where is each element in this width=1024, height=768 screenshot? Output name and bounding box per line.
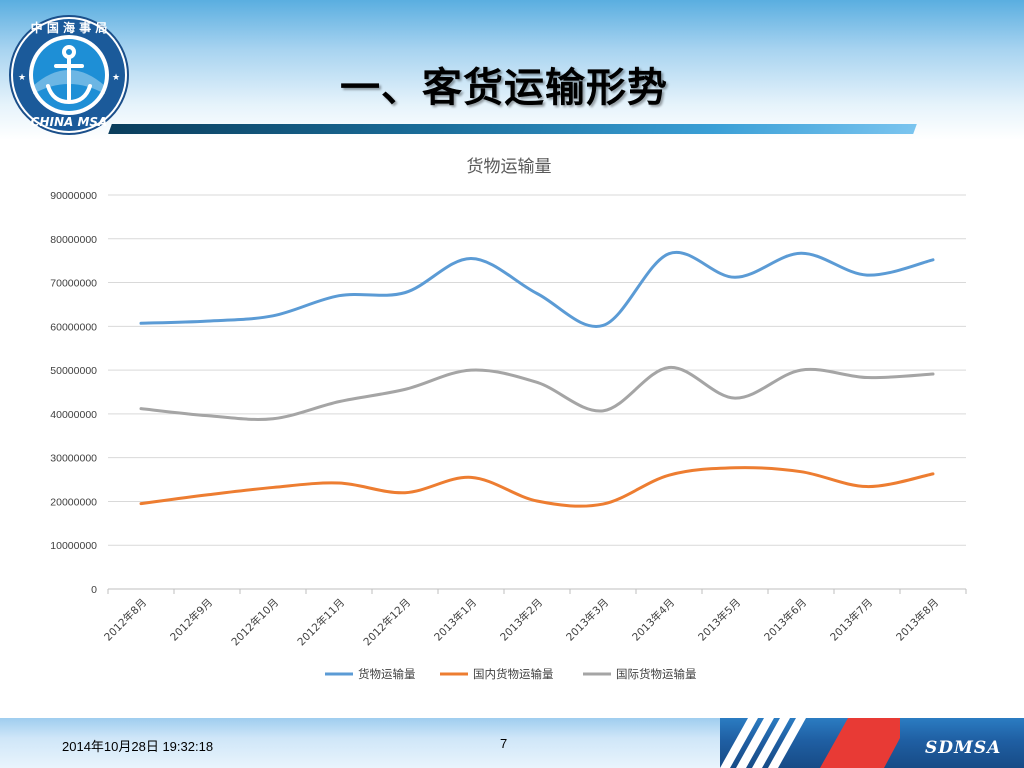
legend-label-2: 国际货物运输量: [616, 667, 697, 681]
logo-bottom-text: CHINA MSA: [31, 115, 108, 129]
x-tick-label: 2013年5月: [695, 596, 743, 644]
x-tick-label: 2013年4月: [629, 596, 677, 644]
y-tick-label: 70000000: [50, 278, 97, 290]
y-tick-label: 40000000: [50, 409, 97, 421]
legend-label-0: 货物运输量: [358, 667, 416, 681]
footer-red-block: [820, 718, 900, 768]
y-tick-label: 50000000: [50, 365, 97, 377]
logo-star-left: ★: [18, 73, 26, 83]
y-tick-label: 80000000: [50, 234, 97, 246]
x-tick-label: 2012年9月: [167, 596, 215, 644]
x-tick-label: 2012年11月: [295, 596, 347, 648]
chart-title: 货物运输量: [467, 157, 552, 177]
x-tick-label: 2013年7月: [827, 596, 875, 644]
series-line-0: [139, 250, 935, 328]
y-tick-label: 60000000: [50, 321, 97, 333]
logo-ring-text: 中 国 海 事 局: [31, 20, 108, 35]
x-tick-label: 2013年3月: [563, 596, 611, 644]
legend-label-1: 国内货物运输量: [473, 667, 554, 681]
footer-brand: SDMSA: [925, 738, 1002, 758]
y-tick-label: 20000000: [50, 496, 97, 508]
series-line-1: [139, 466, 935, 508]
x-tick-label: 2012年8月: [101, 596, 149, 644]
footer-stripes: [720, 718, 806, 768]
anchor-icon: [46, 45, 92, 105]
china-msa-logo: 中 国 海 事 局 CHINA MSA ★ ★: [9, 15, 129, 135]
title-underline-bar: [108, 124, 917, 134]
line-chart: 货物运输量 0 10000000 20000000 30000000 40000000 5…: [50, 157, 967, 681]
series-line-2: [139, 365, 935, 421]
footer: 2014年10月28日 19:32:18 7 SDMSA: [0, 718, 1024, 768]
x-tick-label: 2013年1月: [431, 596, 479, 644]
x-tick-label: 2013年6月: [761, 596, 809, 644]
x-tick-label: 2012年10月: [229, 596, 281, 648]
page-title: 一、客货运输形势: [340, 65, 668, 111]
footer-datetime: 2014年10月28日 19:32:18: [62, 739, 214, 754]
y-tick-label: 10000000: [50, 540, 97, 552]
y-tick-label: 0: [91, 584, 97, 596]
x-tick-label: 2013年8月: [893, 596, 941, 644]
y-tick-label: 90000000: [50, 190, 97, 202]
header-background: [0, 0, 1024, 140]
footer-light-band: [0, 718, 720, 768]
x-tick-label: 2012年12月: [361, 596, 413, 648]
page-number: 7: [500, 736, 508, 751]
logo-star-right: ★: [112, 73, 120, 83]
x-tick-label: 2013年2月: [497, 596, 545, 644]
y-tick-label: 30000000: [50, 453, 97, 465]
